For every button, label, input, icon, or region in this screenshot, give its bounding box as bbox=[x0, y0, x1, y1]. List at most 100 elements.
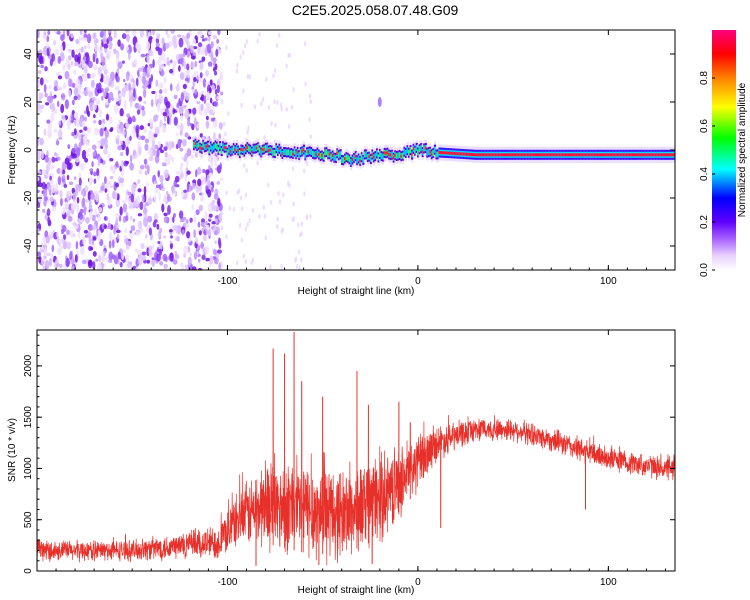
snr-plot-area bbox=[37, 332, 675, 566]
signal-band-mid bbox=[353, 155, 356, 162]
noise-speckle bbox=[140, 243, 145, 250]
noise-speckle bbox=[175, 84, 180, 92]
noise-speckle bbox=[216, 249, 222, 254]
noise-speckle bbox=[157, 47, 163, 56]
noise-speckle bbox=[178, 37, 184, 48]
noise-speckle bbox=[143, 217, 148, 228]
noise-speckle bbox=[207, 61, 213, 67]
signal-band-core bbox=[558, 153, 562, 157]
noise-speckle bbox=[176, 224, 182, 235]
noise-speckle bbox=[42, 51, 48, 55]
noise-speckle bbox=[51, 156, 56, 163]
noise-speckle bbox=[214, 88, 218, 95]
signal-band-mid bbox=[305, 149, 309, 156]
noise-speckle bbox=[158, 82, 164, 89]
noise-speckle bbox=[190, 55, 196, 60]
noise-speckle bbox=[182, 216, 187, 221]
signal-band-core bbox=[511, 153, 514, 157]
snr-y-label: SNR (10 * v/v) bbox=[7, 418, 18, 482]
signal-band-core bbox=[424, 146, 427, 150]
signal-band-mid bbox=[406, 147, 409, 154]
signal-band-core bbox=[229, 149, 232, 153]
noise-speckle bbox=[130, 225, 136, 232]
noise-speckle bbox=[97, 66, 103, 76]
noise-speckle bbox=[82, 135, 88, 145]
noise-speckle bbox=[187, 136, 192, 140]
noise-speckle bbox=[189, 217, 193, 223]
noise-speckle bbox=[91, 74, 96, 79]
noise-speckle bbox=[119, 261, 123, 268]
noise-speckle bbox=[166, 33, 171, 39]
noise-speckle bbox=[154, 114, 159, 118]
noise-speckle bbox=[56, 30, 61, 35]
noise-speckle bbox=[154, 91, 158, 102]
noise-speckle bbox=[158, 248, 163, 256]
noise-speckle bbox=[205, 37, 208, 41]
faint-speckle bbox=[240, 206, 244, 212]
signal-band-core bbox=[464, 152, 467, 156]
noise-speckle bbox=[48, 258, 53, 267]
noise-speckle bbox=[143, 186, 147, 195]
noise-speckle bbox=[50, 112, 55, 123]
noise-speckle bbox=[95, 194, 99, 203]
noise-speckle bbox=[120, 124, 124, 133]
noise-speckle bbox=[201, 175, 206, 186]
noise-speckle bbox=[205, 257, 210, 262]
noise-speckle bbox=[104, 129, 109, 139]
noise-speckle bbox=[205, 81, 210, 85]
noise-speckle bbox=[158, 94, 162, 99]
noise-speckle bbox=[79, 246, 85, 256]
noise-speckle bbox=[135, 247, 138, 254]
signal-band-core bbox=[223, 146, 226, 150]
noise-speckle bbox=[139, 125, 144, 130]
noise-speckle bbox=[193, 251, 198, 260]
signal-band-core bbox=[429, 150, 432, 154]
noise-speckle bbox=[210, 51, 214, 60]
noise-speckle bbox=[109, 175, 114, 180]
noise-speckle bbox=[199, 30, 203, 38]
noise-speckle bbox=[140, 105, 145, 111]
snr-x-tick-label: -100 bbox=[217, 577, 237, 588]
noise-speckle bbox=[180, 114, 183, 122]
signal-band-core bbox=[656, 153, 659, 157]
noise-speckle bbox=[200, 221, 205, 228]
noise-speckle bbox=[209, 97, 213, 104]
signal-band-mid bbox=[356, 157, 359, 164]
noise-speckle bbox=[98, 233, 101, 243]
signal-band-core bbox=[599, 153, 603, 157]
noise-speckle bbox=[215, 218, 219, 224]
noise-speckle bbox=[67, 63, 71, 70]
signal-band-core bbox=[479, 153, 482, 157]
signal-band-mid bbox=[275, 145, 278, 152]
noise-speckle bbox=[163, 216, 168, 224]
noise-speckle bbox=[104, 143, 109, 150]
faint-speckle bbox=[256, 160, 259, 166]
noise-speckle bbox=[37, 176, 40, 182]
noise-speckle bbox=[43, 83, 47, 93]
signal-band-core bbox=[475, 153, 478, 157]
faint-speckle bbox=[280, 102, 283, 108]
noise-speckle bbox=[84, 157, 89, 163]
noise-speckle bbox=[81, 120, 85, 128]
signal-band-mid bbox=[432, 150, 435, 157]
noise-speckle bbox=[186, 170, 191, 175]
noise-speckle bbox=[202, 78, 207, 88]
noise-speckle bbox=[119, 177, 125, 184]
noise-speckle bbox=[200, 90, 205, 95]
noise-speckle bbox=[218, 262, 221, 270]
signal-band-core bbox=[534, 153, 537, 157]
noise-speckle bbox=[218, 121, 223, 130]
noise-speckle bbox=[158, 227, 163, 234]
noise-speckle bbox=[156, 148, 160, 158]
noise-speckle bbox=[58, 129, 63, 139]
noise-speckle bbox=[213, 193, 219, 200]
signal-band-core bbox=[281, 152, 284, 156]
signal-band-mid bbox=[235, 145, 239, 152]
noise-speckle bbox=[122, 199, 126, 204]
faint-speckle bbox=[260, 101, 263, 107]
faint-speckle bbox=[263, 134, 266, 140]
noise-speckle bbox=[70, 60, 74, 67]
signal-band-mid bbox=[289, 150, 292, 157]
faint-speckle bbox=[251, 257, 254, 263]
noise-speckle bbox=[141, 75, 147, 84]
